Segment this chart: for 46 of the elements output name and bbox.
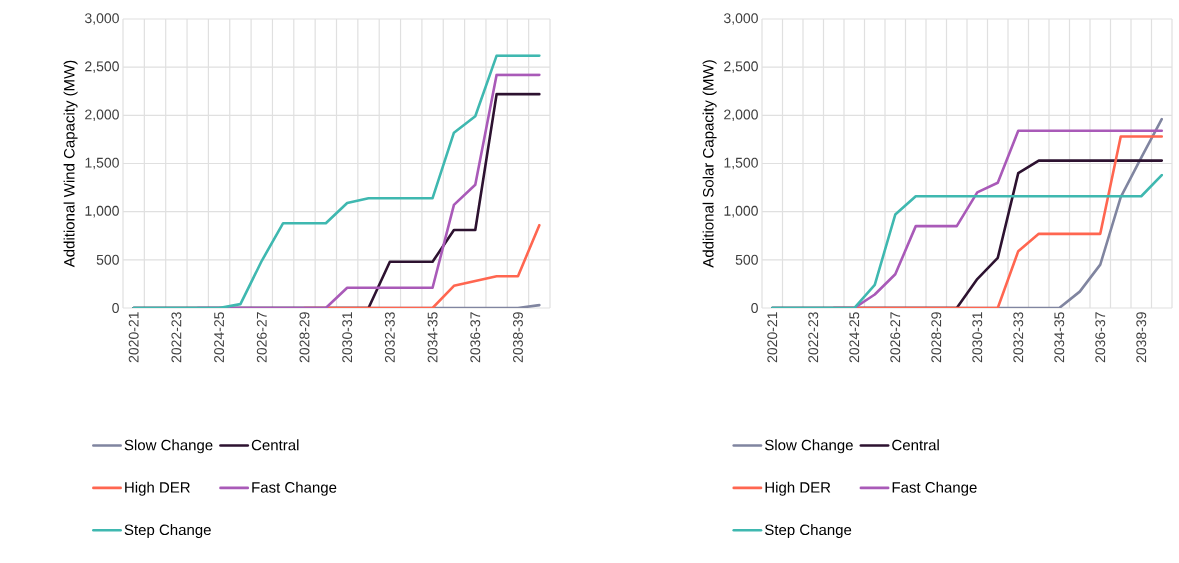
x-tick-label: 2020-21 bbox=[128, 312, 139, 363]
legend-label: Step Change bbox=[765, 524, 852, 539]
y-tick-label: 1,500 bbox=[85, 157, 119, 170]
y-tick-label: 1,000 bbox=[724, 205, 758, 218]
x-tick-label: 2034-35 bbox=[1054, 312, 1065, 363]
x-tick-label: 2030-31 bbox=[342, 312, 353, 363]
x-tick-label: 2020-21 bbox=[767, 312, 778, 363]
y-tick-label: 2,500 bbox=[724, 61, 758, 73]
legend-label: Slow Change bbox=[765, 439, 853, 454]
x-tick-label: 2024-25 bbox=[849, 312, 860, 363]
legend-label: Fast Change bbox=[892, 481, 977, 496]
y-tick-label: 2,500 bbox=[85, 61, 119, 73]
x-tick-label: 2032-33 bbox=[384, 312, 395, 363]
x-tick-label: 2028-29 bbox=[299, 312, 310, 363]
y-tick-label: 2,000 bbox=[724, 109, 758, 122]
y-tick-label: 500 bbox=[96, 254, 119, 265]
legend-label: Central bbox=[251, 439, 299, 451]
x-tick-label: 2022-23 bbox=[171, 312, 182, 363]
y-tick-label: 3,000 bbox=[84, 13, 119, 25]
y-tick-label: 500 bbox=[735, 254, 758, 265]
x-tick-label: 2026-27 bbox=[256, 312, 267, 363]
y-tick-label: 2,000 bbox=[85, 109, 119, 122]
y-tick-label: 0 bbox=[751, 303, 758, 313]
legend-label: High DER bbox=[125, 481, 190, 496]
x-tick-label: 2036-37 bbox=[470, 312, 481, 363]
y-axis-title: Additional Wind Capacity (MW) bbox=[63, 60, 78, 268]
y-axis-title: Additional Solar Capacity (MW) bbox=[702, 60, 717, 268]
x-tick-label: 2038-39 bbox=[513, 312, 523, 363]
legend-label: Slow Change bbox=[124, 439, 213, 454]
y-tick-label: 1,500 bbox=[724, 157, 758, 170]
legend-label: Step Change bbox=[124, 524, 211, 539]
x-tick-label: 2028-29 bbox=[931, 312, 942, 363]
legend-label: Central bbox=[892, 439, 939, 451]
x-tick-label: 2024-25 bbox=[214, 312, 225, 363]
y-tick-label: 3,000 bbox=[723, 13, 758, 25]
x-tick-label: 2030-31 bbox=[972, 312, 983, 363]
x-tick-label: 2036-37 bbox=[1095, 312, 1106, 363]
legend-label: Fast Change bbox=[252, 481, 337, 496]
x-tick-label: 2034-35 bbox=[427, 312, 438, 363]
x-tick-label: 2026-27 bbox=[890, 312, 901, 363]
y-tick-label: 0 bbox=[112, 303, 119, 313]
x-tick-label: 2022-23 bbox=[808, 312, 819, 363]
x-tick-label: 2032-33 bbox=[1013, 312, 1024, 363]
y-tick-label: 1,000 bbox=[85, 205, 119, 218]
legend-label: High DER bbox=[765, 481, 831, 496]
x-tick-label: 2038-39 bbox=[1136, 312, 1147, 363]
